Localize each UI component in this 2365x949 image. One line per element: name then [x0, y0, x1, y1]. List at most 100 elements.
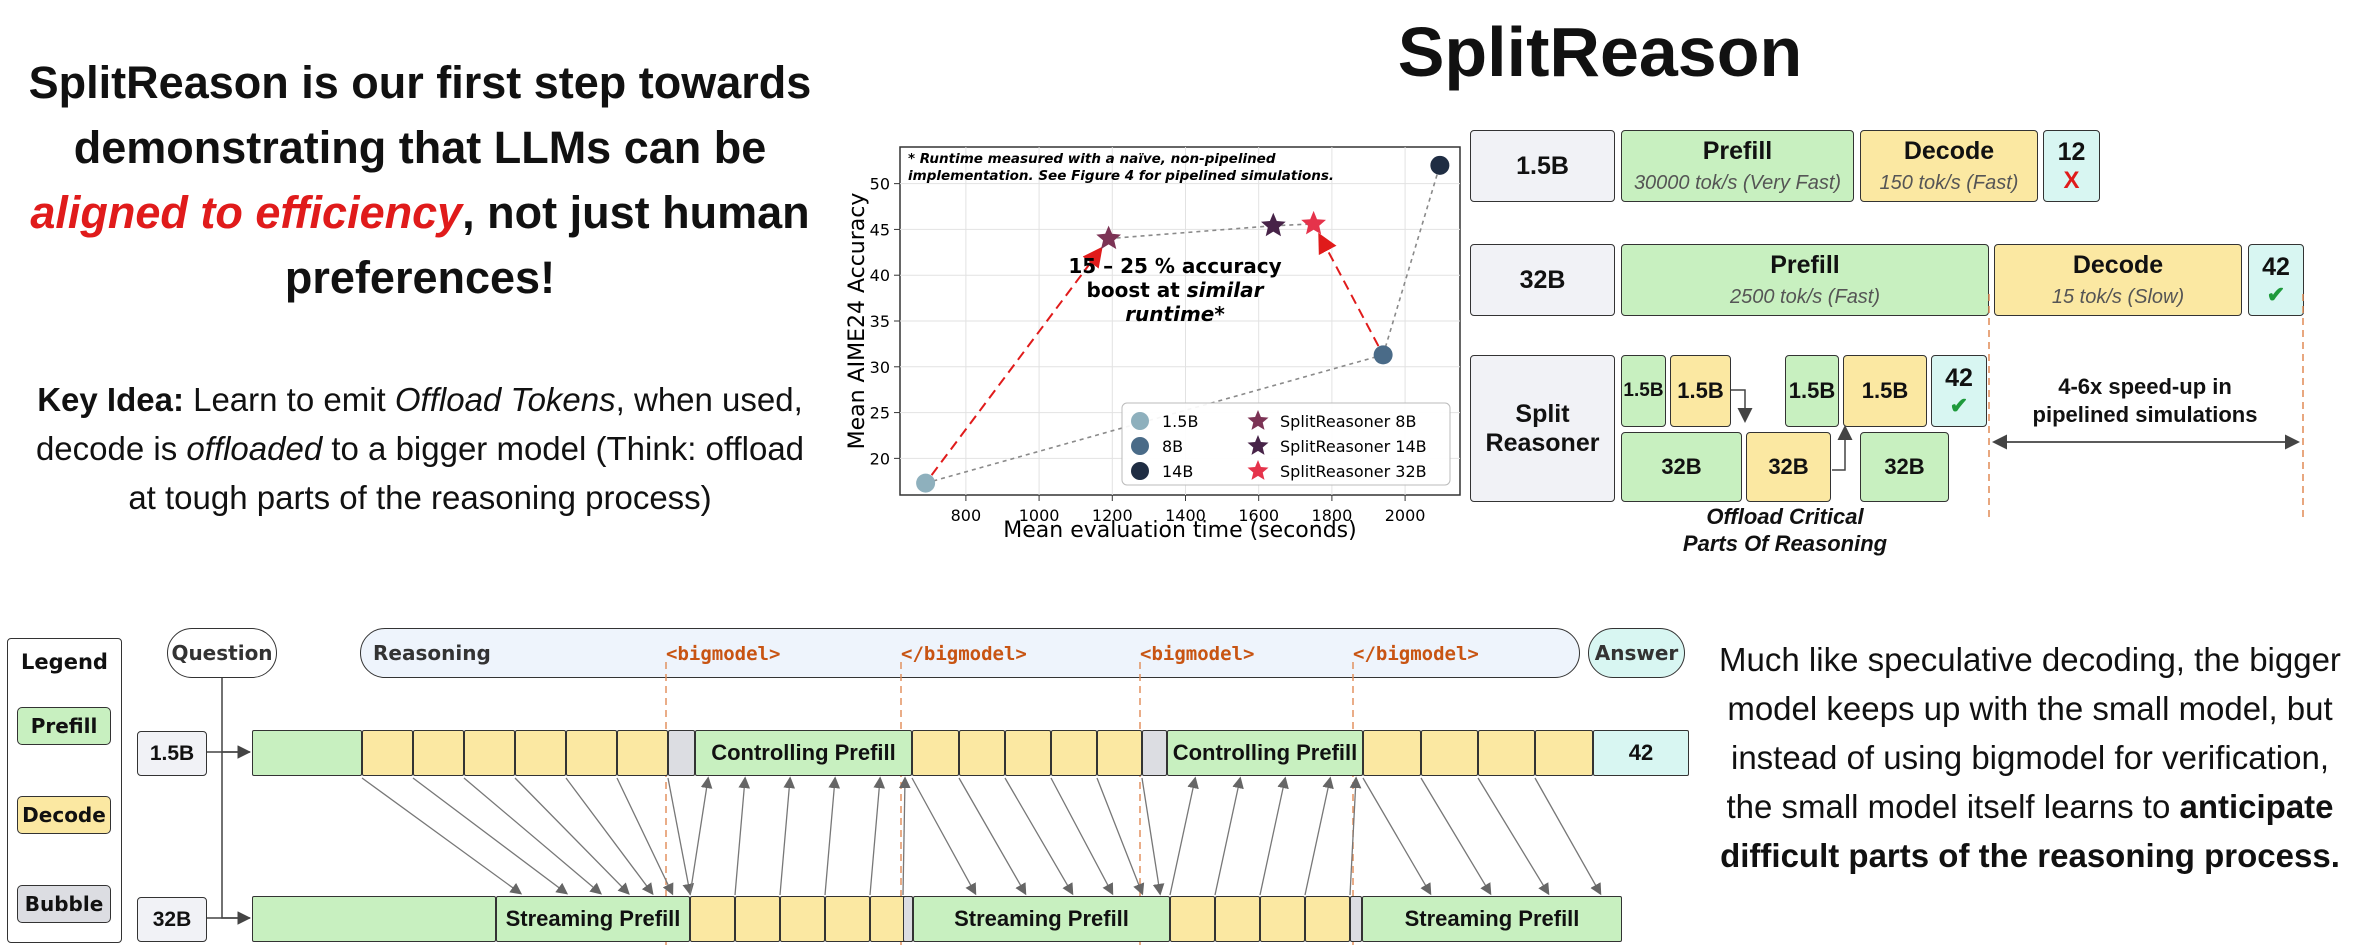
offload-line-2: Parts Of Reasoning [1682, 531, 1888, 556]
legend-bubble-swatch: Bubble [17, 885, 111, 923]
split-small-prefill: 1.5B [1621, 355, 1666, 427]
legend-bubble-label: Bubble [24, 892, 104, 916]
split-small-prefill-2: 1.5B [1785, 355, 1839, 427]
row1-model-text: 1.5B [1516, 151, 1569, 180]
x-tick-label: 1200 [1092, 506, 1133, 525]
legend-prefill-swatch: Prefill [17, 707, 111, 745]
streaming-prefill-block-1-label: Streaming Prefill [505, 906, 681, 931]
legend-label: SplitReasoner 32B [1280, 462, 1427, 481]
speculative-text-part: Much like speculative decoding, the bigg… [1719, 641, 2341, 825]
split-big-decode-label: 32B [1768, 454, 1809, 479]
intro-text: SplitReason is our first step towards de… [20, 50, 820, 310]
row2-model-label: 32B [1470, 244, 1615, 316]
stream-down-arrow [514, 777, 630, 895]
baseline-connector-2 [1382, 165, 1441, 356]
row1-prefill-label: Prefill [1702, 137, 1773, 165]
row1-model-label: 1.5B [1470, 130, 1615, 202]
token-decode [566, 730, 617, 776]
stream-down-arrow [565, 777, 654, 896]
bigmodel-open-tag-1: <bigmodel> [666, 643, 781, 665]
feedback-up-arrow [1259, 776, 1289, 896]
point-splitreasoner-32b [1301, 210, 1326, 235]
speculative-text-bold: anticipate difficult parts of the reason… [1720, 788, 2340, 874]
y-tick-label: 20 [870, 449, 890, 468]
feedback-up-arrow [1169, 776, 1199, 896]
y-tick-label: 50 [870, 175, 890, 194]
split-big-prefill-2: 32B [1860, 432, 1949, 502]
chart-note-2: implementation. See Figure 4 for pipelin… [908, 168, 1334, 184]
feedback-up-arrow [869, 776, 886, 896]
streaming-prefill-block-1: Streaming Prefill [496, 896, 690, 942]
split-small-decode-label: 1.5B [1677, 378, 1724, 403]
streaming-prefill-block-3: Streaming Prefill [1362, 896, 1622, 942]
data-points [916, 155, 1450, 493]
split-small-decode: 1.5B [1670, 355, 1731, 427]
chart-note-1: * Runtime measured with a naïve, non-pip… [908, 151, 1276, 167]
point-splitreasoner-14b [1261, 212, 1286, 237]
feedback-up-arrow [1349, 776, 1362, 896]
boost-annotation-1: 15 – 25 % accuracy [1068, 254, 1281, 278]
legend-marker-splitreasoner-32b [1247, 460, 1269, 480]
grid [900, 147, 1460, 495]
token-decode [1097, 730, 1142, 776]
token-decode [464, 730, 515, 776]
point-splitreasoner-8b [1096, 225, 1121, 250]
x-axis-label: Mean evaluation time (seconds) [1003, 518, 1356, 543]
x-tick-label: 1800 [1312, 506, 1353, 525]
legend-entries: 1.5B 8B 14B SplitReasoner 8B SplitReasoner 1… [1131, 410, 1427, 481]
bigmodel-close-tag-2: </bigmodel> [1353, 643, 1479, 665]
stream-down-arrow [361, 777, 523, 895]
x-tick-label: 1600 [1238, 506, 1279, 525]
speculative-text: Much like speculative decoding, the bigg… [1710, 635, 2350, 880]
timeline-big-model-text: 32B [152, 907, 192, 931]
legend-label: 1.5B [1162, 412, 1198, 431]
token-decode [780, 896, 825, 942]
row3-model-label: Split Reasoner [1470, 355, 1615, 502]
split-reasoner-connectors [1731, 290, 2304, 520]
boost-arrow-2 [1318, 232, 1380, 347]
row2-model-text: 32B [1519, 265, 1566, 294]
split-small-prefill-2-label: 1.5B [1788, 378, 1836, 403]
boost-annotation-3: runtime* [1125, 302, 1225, 326]
token-bubble [1350, 896, 1362, 942]
stream-down-arrow [1534, 777, 1602, 896]
row2-prefill-speed: 2500 tok/s (Fast) [1729, 286, 1881, 308]
token-decode [1215, 896, 1260, 942]
token-decode [735, 896, 780, 942]
key-idea-text: Key Idea: Learn to emit Offload Tokens, … [25, 375, 815, 522]
stream-down-arrow [412, 777, 569, 895]
token-decode [1535, 730, 1593, 776]
check-icon: ✔ [1949, 392, 1969, 418]
boost-annotation-2: boost at similar [1087, 278, 1265, 302]
x-tick-label: 1400 [1165, 506, 1206, 525]
stream-down-arrow [1096, 777, 1145, 896]
row1-answer-block: 12 X [2043, 130, 2100, 202]
feedback-up-arrow [1214, 776, 1244, 896]
handoff-arrow-down [1731, 389, 1753, 423]
token-decode [1478, 730, 1535, 776]
baseline-connector-1 [925, 354, 1384, 484]
token-decode [1260, 896, 1305, 942]
stream-down-arrow [1362, 777, 1432, 896]
answer-block: 42 [1593, 730, 1689, 776]
y-axis-label: Mean AIME24 Accuracy [845, 193, 870, 450]
y-tick-label: 45 [870, 220, 890, 239]
splitreasoner-connector-1 [1108, 224, 1274, 240]
legend-label: SplitReasoner 8B [1280, 412, 1416, 431]
row2-prefill-block: Prefill 2500 tok/s (Fast) [1621, 244, 1989, 316]
boost-annotation-2b: similar [1187, 278, 1265, 302]
split-big-prefill-label: 32B [1661, 454, 1702, 479]
legend-prefill-label: Prefill [30, 714, 98, 738]
y-tick-label: 40 [870, 266, 890, 285]
legend-marker-1-5b [1131, 412, 1149, 430]
split-small-decode-2-label: 1.5B [1861, 378, 1909, 403]
answer-pill: Answer [1588, 628, 1685, 678]
key-idea-part: Learn to emit [183, 381, 395, 418]
reasoning-pill: Reasoning [360, 628, 1580, 678]
timeline-big-model-label: 32B [137, 897, 207, 942]
chart-legend [1121, 402, 1451, 486]
split-big-prefill-2-label: 32B [1884, 454, 1925, 479]
stream-down-arrow [1050, 777, 1114, 896]
feedback-up-arrow [1304, 776, 1334, 896]
controlling-prefill-block-2-label: Controlling Prefill [1172, 740, 1358, 765]
